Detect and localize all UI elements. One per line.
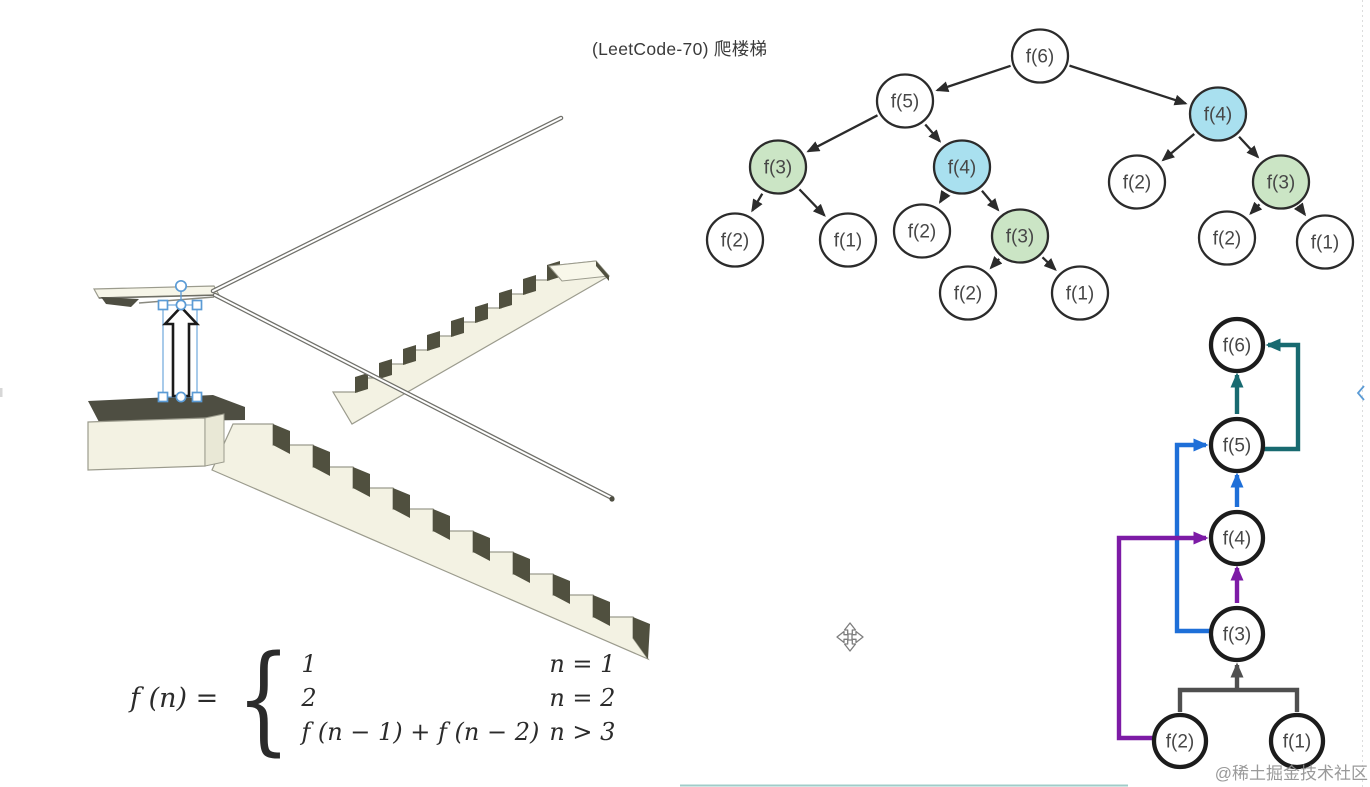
tree-edge — [981, 189, 1000, 212]
tree-node-label: f(2) — [1213, 229, 1242, 250]
recurrence-formula: f (n) = { 1 n = 1 2 n = 2 f (n − 1) + f … — [130, 629, 623, 767]
chain-node — [1208, 509, 1266, 567]
curly-brace: { — [236, 629, 291, 767]
tree-edge — [1238, 135, 1260, 159]
chain-node-label: f(3) — [1223, 625, 1252, 646]
chain-node-label: f(5) — [1223, 436, 1252, 457]
tree-node — [1010, 28, 1070, 84]
lower-stair-flight — [211, 423, 650, 661]
chain-arrow — [1116, 531, 1209, 741]
tree-node — [748, 139, 808, 195]
tree-node-label: f(5) — [891, 92, 920, 113]
tree-edge — [1249, 201, 1263, 215]
tree-node-label: f(6) — [1026, 47, 1055, 68]
up-arrow-glyph[interactable] — [161, 305, 201, 398]
tree-node-label: f(1) — [1311, 233, 1340, 254]
tree-node-label: f(3) — [1006, 227, 1035, 248]
tree-edge — [935, 64, 1011, 92]
tree-node — [990, 208, 1050, 264]
chain-connector — [1177, 687, 1300, 712]
chain-node-label: f(2) — [1166, 732, 1195, 753]
chain-node — [1208, 605, 1266, 663]
tree-node — [818, 212, 878, 268]
chain-node — [1208, 316, 1266, 374]
tree-node — [1107, 154, 1167, 210]
tree-node — [875, 73, 935, 129]
selection-handles[interactable] — [157, 299, 203, 403]
tree-edge — [751, 193, 764, 213]
case-expr: 2 — [301, 683, 317, 712]
move-cursor-icon — [836, 622, 864, 652]
bottom-up-chain: f(6) f(5) f(4) f(3) f(2) f(1) — [1116, 316, 1326, 770]
tree-node-label: f(2) — [908, 222, 937, 243]
tree-edge — [806, 114, 879, 153]
tree-node-label: f(2) — [721, 231, 750, 252]
tree-node — [932, 139, 992, 195]
tree-edge — [938, 189, 951, 204]
case-cond: n = 1 — [549, 649, 616, 678]
tree-edge — [798, 188, 826, 217]
chain-node — [1268, 712, 1326, 770]
tree-edge — [1069, 64, 1188, 106]
formula-lhs: f (n) = — [130, 682, 219, 714]
formula-case-1: 1 n = 1 — [301, 650, 623, 679]
chain-node — [1151, 712, 1209, 770]
tree-node — [892, 203, 952, 259]
tree-edge — [989, 256, 1003, 270]
tree-node — [1197, 210, 1257, 266]
rotation-handle[interactable] — [174, 279, 188, 293]
tree-node — [705, 212, 765, 268]
tree-edge — [1161, 133, 1195, 162]
chain-node-label: f(6) — [1223, 336, 1252, 357]
tree-node — [1050, 265, 1110, 321]
tree-node-label: f(2) — [954, 284, 983, 305]
tree-node-label: f(4) — [1204, 105, 1233, 126]
chain-node-label: f(1) — [1283, 732, 1312, 753]
watermark: @稀土掘金技术社区 — [1214, 764, 1368, 783]
formula-case-3: f (n − 1) + f (n − 2) n > 3 — [301, 718, 623, 747]
selected-arrow-shape[interactable] — [157, 279, 203, 403]
tree-node-label: f(4) — [948, 158, 977, 179]
formula-case-2: 2 n = 2 — [301, 684, 623, 713]
tree-node-label: f(3) — [1267, 173, 1296, 194]
left-edge-mark — [0, 388, 3, 397]
tree-node — [1295, 214, 1355, 270]
upper-stair-flight — [331, 260, 611, 425]
tree-node-label: f(2) — [1123, 173, 1152, 194]
chain-arrow — [1263, 338, 1301, 452]
tree-node-label: f(1) — [834, 231, 863, 252]
case-expr: 1 — [301, 649, 317, 678]
tree-node — [1251, 154, 1311, 210]
stair-pedestal-box — [87, 395, 245, 471]
formula-cases: 1 n = 1 2 n = 2 f (n − 1) + f (n − 2) n … — [301, 650, 623, 747]
panel-collapse-chevron-icon[interactable] — [1356, 385, 1365, 401]
case-cond: n > 3 — [549, 717, 616, 746]
case-expr: f (n − 1) + f (n − 2) — [301, 717, 540, 746]
tree-node — [1188, 86, 1248, 142]
tree-node — [938, 265, 998, 321]
chain-node-label: f(4) — [1223, 529, 1252, 550]
tree-edge — [1041, 256, 1057, 271]
chain-node — [1208, 416, 1266, 474]
tree-node-label: f(3) — [764, 158, 793, 179]
page-title: (LeetCode-70) 爬楼梯 — [592, 39, 768, 59]
stair-handrails — [210, 115, 615, 502]
tree-edge — [924, 123, 942, 143]
tree-edge — [1293, 202, 1307, 217]
case-cond: n = 2 — [549, 683, 616, 712]
recursion-tree: f(6) f(5) f(4) f(3) f(4) f(2) f(3) f(2) f(1) f(2)… — [705, 28, 1355, 321]
tree-node-label: f(1) — [1066, 284, 1095, 305]
